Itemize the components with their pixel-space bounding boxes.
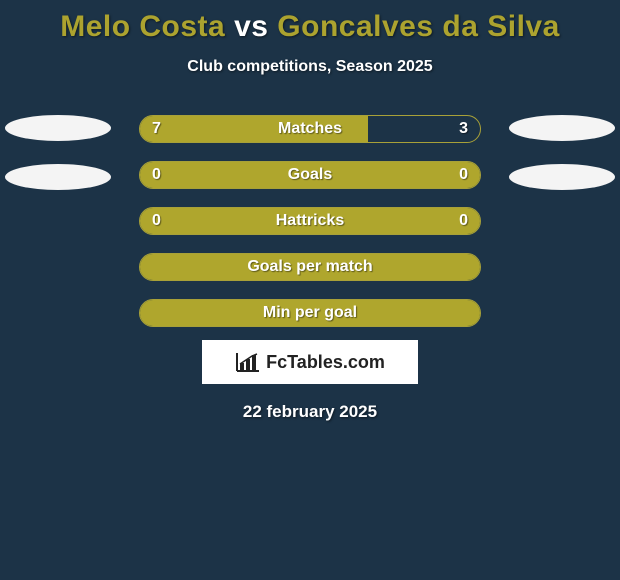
stat-row: 73Matches bbox=[0, 106, 620, 152]
stat-label: Hattricks bbox=[140, 212, 480, 230]
stat-bar: Min per goal bbox=[139, 299, 481, 327]
bar-chart-icon bbox=[235, 351, 261, 373]
player-ellipse-right bbox=[509, 164, 615, 190]
comparison-title: Melo Costa vs Goncalves da Silva bbox=[0, 0, 620, 44]
stat-bar: 00Hattricks bbox=[139, 207, 481, 235]
stat-bar: 00Goals bbox=[139, 161, 481, 189]
subtitle: Club competitions, Season 2025 bbox=[0, 58, 620, 76]
stat-row: Min per goal bbox=[0, 290, 620, 336]
stat-label: Goals bbox=[140, 166, 480, 184]
stat-label: Goals per match bbox=[140, 258, 480, 276]
vs-text: vs bbox=[234, 10, 268, 43]
stat-label: Min per goal bbox=[140, 304, 480, 322]
stat-row: 00Hattricks bbox=[0, 198, 620, 244]
player1-name: Melo Costa bbox=[60, 10, 225, 43]
stat-rows: 73Matches 00Goals 00Hattricks Goals per mat… bbox=[0, 106, 620, 336]
stat-label: Matches bbox=[140, 120, 480, 138]
date-text: 22 february 2025 bbox=[0, 402, 620, 422]
watermark: FcTables.com bbox=[202, 340, 418, 384]
player2-name: Goncalves da Silva bbox=[277, 10, 559, 43]
stat-row: 00Goals bbox=[0, 152, 620, 198]
watermark-text: FcTables.com bbox=[266, 352, 385, 373]
player-ellipse-left bbox=[5, 164, 111, 190]
player-ellipse-right bbox=[509, 115, 615, 141]
stat-bar: Goals per match bbox=[139, 253, 481, 281]
stat-bar: 73Matches bbox=[139, 115, 481, 143]
player-ellipse-left bbox=[5, 115, 111, 141]
stat-row: Goals per match bbox=[0, 244, 620, 290]
